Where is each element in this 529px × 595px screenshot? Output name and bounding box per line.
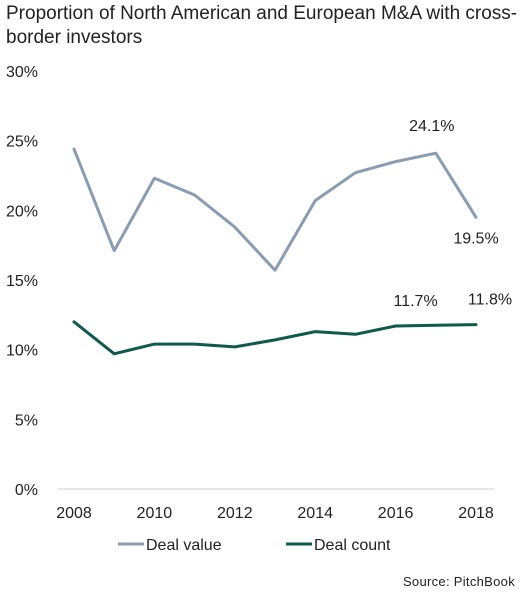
x-tick-label: 2018: [458, 505, 494, 522]
y-tick-label: 5%: [15, 412, 38, 429]
legend-label: Deal count: [314, 537, 391, 554]
x-tick-label: 2008: [56, 505, 92, 522]
deal-count-line: [72, 320, 478, 356]
x-tick-label: 2012: [217, 505, 253, 522]
data-label: 11.8%: [468, 292, 512, 309]
chart-title: Proportion of North American and Europea…: [6, 3, 518, 48]
data-label: 19.5%: [453, 230, 498, 247]
x-tick-label: 2016: [378, 505, 414, 522]
data-labels: 24.1% 19.5% 11.7% 11.8%: [394, 118, 513, 310]
y-tick-label: 0%: [15, 482, 38, 499]
source-note: Source: PitchBook: [402, 574, 515, 589]
y-tick-label: 15%: [6, 273, 38, 290]
x-tick-label: 2010: [137, 505, 173, 522]
legend: Deal value Deal count: [118, 537, 391, 554]
y-tick-label: 10%: [6, 343, 38, 360]
y-tick-label: 20%: [6, 203, 38, 220]
y-tick-label: 25%: [6, 134, 38, 151]
y-tick-label: 30%: [6, 64, 38, 81]
y-axis: 0% 5% 10% 15% 20% 25% 30%: [6, 64, 38, 499]
x-axis: 2008 2010 2012 2014 2016 2018: [56, 488, 494, 522]
data-label: 24.1%: [409, 118, 454, 135]
series-layer: [72, 147, 478, 356]
deal-value-line: [72, 147, 478, 272]
data-label: 11.7%: [394, 293, 438, 310]
legend-label: Deal value: [146, 537, 222, 554]
x-tick-label: 2014: [297, 505, 333, 522]
